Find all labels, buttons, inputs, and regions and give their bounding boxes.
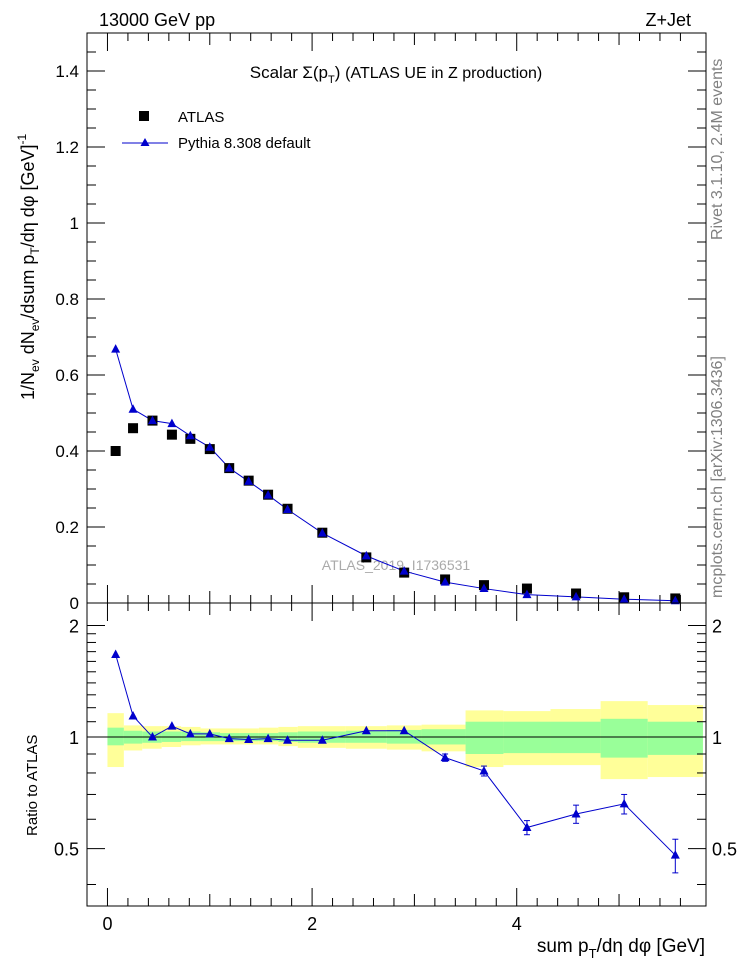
energy-label: 13000 GeV pp [99, 10, 215, 30]
legend-marker-pythia [140, 138, 150, 146]
pythia-point [317, 528, 327, 537]
x-tick-label: 2 [307, 914, 317, 934]
y-tick-label: 0.8 [55, 290, 79, 309]
ratio-y-axis-label: Ratio to ATLAS [24, 735, 41, 836]
ratio-pythia-point [619, 798, 629, 808]
title-sigma: Σ(p [302, 63, 328, 82]
plot-title: Scalar Σ(pT) (ATLAS UE in Z production) [250, 63, 543, 86]
pythia-point [167, 418, 177, 428]
green-band [107, 727, 124, 746]
ratio-pythia-point [522, 822, 532, 832]
title-rest: (ATLAS UE in Z production) [345, 65, 542, 82]
ratio-pythia-point [244, 734, 254, 743]
pythia-point [670, 595, 680, 605]
green-band [465, 721, 504, 755]
legend-marker-atlas [139, 111, 149, 121]
y-tick-label: 0.4 [55, 442, 79, 461]
ratio-panel: 0.5 0.5 1 1 2 2 0 2 4 Ratio to ATLAS sum pT/dη d… [24, 602, 737, 961]
y-tick-label: 0 [70, 594, 79, 613]
pythia-point [479, 583, 489, 593]
ratio-y-tick-label-right: 2 [712, 616, 722, 636]
ratio-pythia-point [317, 735, 327, 744]
pythia-point [185, 430, 195, 440]
pythia-point [399, 566, 409, 575]
ratio-panel-axes: 0.5 0.5 1 1 2 2 0 2 4 [54, 602, 737, 934]
main-panel-axes: 0 0.2 0.4 0.6 0.8 1 1.2 1.4 [55, 32, 707, 613]
pythia-point [224, 463, 234, 472]
ratio-uncertainty-bands [107, 701, 703, 780]
y-axis-label: 1/Nev dNev/dsum pT/dη dφ [GeV]-1 [15, 133, 42, 400]
pythia-point [283, 504, 293, 514]
title-sub-t: T [328, 74, 335, 86]
ratio-pythia-point [670, 850, 680, 859]
ratio-pythia-point [479, 765, 489, 775]
pythia-point [128, 404, 138, 413]
green-band [647, 721, 703, 755]
ratio-pythia-point [147, 732, 157, 741]
atlas-point [128, 423, 139, 434]
y-tick-label: 1.4 [55, 62, 79, 81]
pythia-point [205, 442, 215, 451]
title-paren: ) [335, 63, 345, 82]
y-tick-label: 0.6 [55, 366, 79, 385]
ratio-y-tick-label-right: 0.5 [712, 840, 737, 860]
ratio-y-tick-label: 1 [69, 728, 79, 748]
main-panel: 0 0.2 0.4 0.6 0.8 1 1.2 1.4 ATLAS_2019_I1736531… [15, 32, 707, 613]
pythia-point [440, 577, 450, 586]
ratio-pythia-point [263, 733, 273, 743]
x-axis-label: sum pT/dη dφ [GeV] [537, 936, 705, 961]
rivet-label: Rivet 3.1.10, 2.4M events [709, 59, 726, 240]
watermark: ATLAS_2019_I1736531 [322, 557, 471, 573]
ratio-pythia-point [224, 733, 234, 743]
ratio-pythia-point [571, 808, 581, 818]
process-label: Z+Jet [645, 10, 691, 30]
pythia-point [522, 589, 532, 599]
pythia-point [147, 415, 157, 425]
ratio-pythia-point [128, 710, 138, 720]
atlas-point [110, 446, 121, 456]
ratio-pythia-point [205, 728, 215, 738]
pythia-point [619, 594, 629, 603]
mcplots-label: mcplots.cern.ch [arXiv:1306.3436] [709, 356, 726, 598]
x-tick-label: 0 [102, 914, 112, 934]
ratio-pythia-point [111, 649, 121, 659]
legend-label-atlas: ATLAS [178, 109, 224, 126]
ratio-pythia-point [185, 728, 195, 738]
pythia-point [244, 476, 254, 485]
ratio-pythia-point [361, 725, 371, 735]
title-main: Scalar [250, 63, 299, 82]
green-band [600, 718, 648, 758]
y-tick-label: 0.2 [55, 518, 79, 537]
pythia-point [111, 344, 121, 353]
x-tick-label: 4 [512, 914, 522, 934]
atlas-point [166, 429, 177, 440]
ratio-pythia-point [283, 735, 293, 744]
pythia-point [263, 490, 273, 499]
ratio-y-tick-label-right: 1 [712, 728, 722, 748]
y-tick-label: 1.2 [55, 138, 79, 157]
atlas-point [521, 583, 532, 594]
legend: ATLAS Pythia 8.308 default [122, 109, 311, 152]
ratio-pythia-point [167, 721, 177, 730]
pythia-point [361, 550, 371, 560]
ratio-y-tick-label: 0.5 [54, 840, 79, 860]
ratio-pythia-point [440, 752, 450, 762]
y-tick-label: 1 [70, 214, 79, 233]
pythia-point [571, 591, 581, 601]
ratio-y-tick-label: 2 [69, 616, 79, 636]
ratio-pythia-point [399, 725, 409, 735]
legend-label-pythia: Pythia 8.308 default [178, 135, 311, 152]
